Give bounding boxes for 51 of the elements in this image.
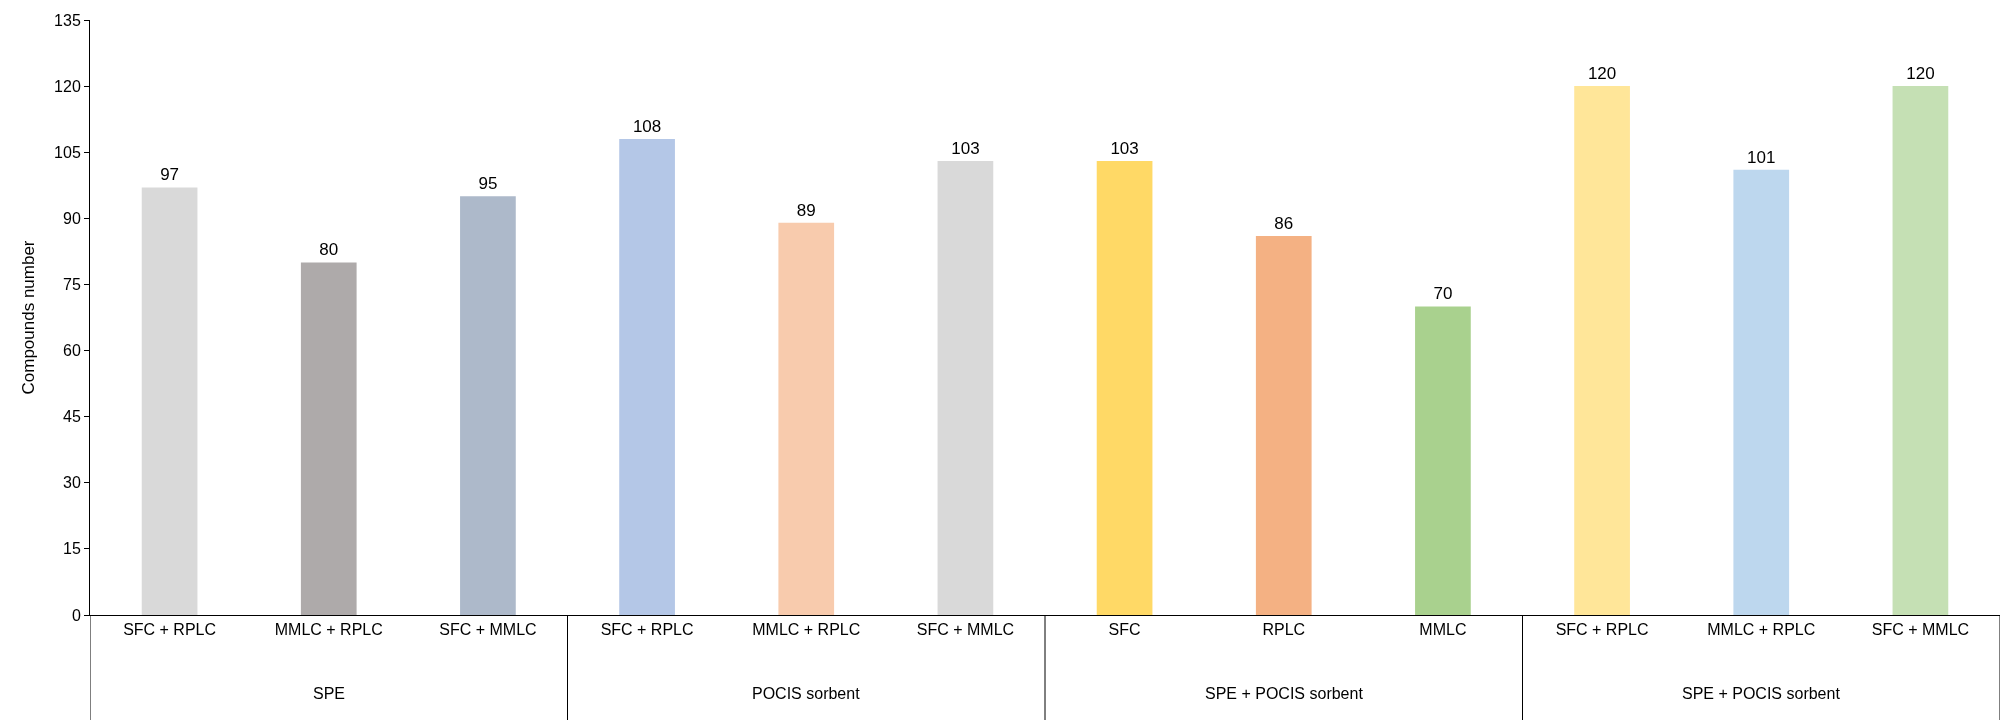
text: POCIS sorbent <box>752 685 861 702</box>
y-tick-label: 120 <box>54 77 81 95</box>
data-label: 120 <box>1906 64 1935 84</box>
bar <box>300 262 357 615</box>
bar <box>937 161 994 615</box>
text: SPE <box>313 685 346 702</box>
x-tick-label: RPLC <box>1262 621 1306 639</box>
y-tick-label: 45 <box>63 408 81 426</box>
x-tick-label: MMLC + RPLC <box>274 621 383 639</box>
data-label: 70 <box>1433 284 1453 304</box>
data-label: 86 <box>1274 213 1294 233</box>
y-tick-label: 105 <box>54 143 81 161</box>
x-tick-label: SFC + RPLC <box>600 621 694 639</box>
bar <box>460 196 516 615</box>
x-tick-label: SFC <box>1108 621 1141 639</box>
x-tick-label: MMLC + RPLC <box>1707 621 1816 639</box>
x-tick-label: SFC + RPLC <box>123 621 217 639</box>
data-label: 120 <box>1587 64 1617 84</box>
x-tick-label: SFC + MMLC <box>1871 621 1970 639</box>
y-tick-label: 60 <box>63 342 81 360</box>
data-label: 108 <box>632 117 662 136</box>
bar <box>778 222 835 615</box>
x-tick-label: SFC + MMLC <box>439 621 537 639</box>
bar <box>1574 86 1630 615</box>
data-label: 89 <box>796 200 816 220</box>
x-tick-label: MMLC <box>1419 621 1467 639</box>
data-label: 95 <box>478 174 498 194</box>
y-tick-label: 135 <box>54 11 81 29</box>
bar <box>141 187 198 615</box>
y-tick-label: 0 <box>71 606 81 624</box>
text: SPE + POCIS sorbent <box>1205 685 1364 702</box>
bar <box>1096 161 1153 615</box>
data-label: 80 <box>319 240 339 260</box>
text: SPE + POCIS sorbent <box>1682 685 1841 702</box>
y-axis-title: Compounds number <box>18 240 38 395</box>
y-tick-label: 30 <box>63 474 81 492</box>
bar <box>1733 169 1790 615</box>
data-label: 101 <box>1747 147 1776 167</box>
bar <box>1255 235 1312 615</box>
y-tick-label: 75 <box>63 276 81 294</box>
bar <box>1892 86 1949 615</box>
x-tick-label: MMLC + RPLC <box>752 621 861 639</box>
bar <box>1415 306 1471 615</box>
y-tick-label: 15 <box>63 540 81 558</box>
data-label: 103 <box>951 139 980 159</box>
data-label: 103 <box>1110 139 1139 159</box>
data-label: 97 <box>160 165 180 185</box>
x-tick-label: SFC + MMLC <box>916 621 1015 639</box>
bar <box>619 139 675 615</box>
y-tick-label: 90 <box>63 209 81 227</box>
x-tick-label: SFC + RPLC <box>1555 621 1649 639</box>
